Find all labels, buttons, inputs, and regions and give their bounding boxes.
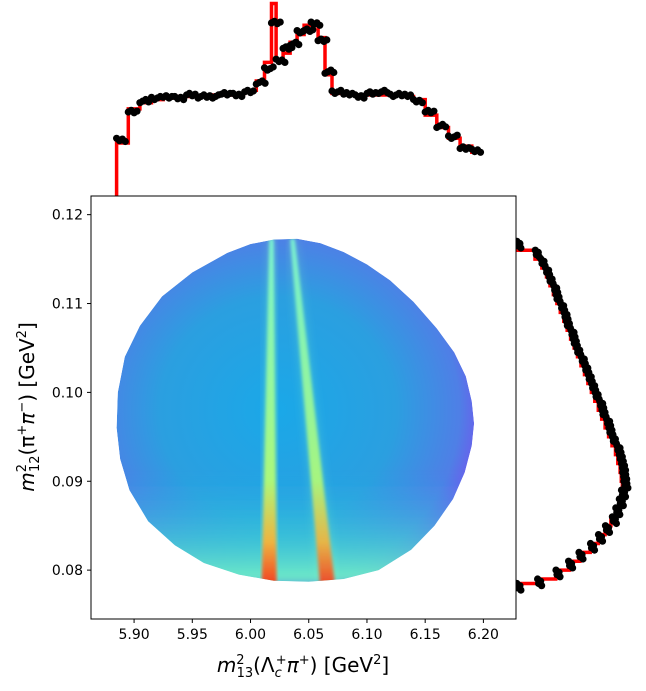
y-tick-label: 0.12	[52, 208, 83, 224]
x-axis-ticks: 5.90 5.95 6.00 6.05 6.10 6.15 6.20	[118, 619, 499, 643]
x-projection-point	[249, 87, 257, 95]
x-projection-point	[476, 148, 485, 156]
resonance-band	[290, 238, 335, 582]
x-projection-point	[323, 36, 331, 44]
y-projection-point	[538, 582, 546, 590]
y-projection-point	[612, 519, 621, 528]
y-projection-point	[616, 510, 624, 519]
resonance-band	[261, 238, 277, 582]
x-projection-point	[133, 107, 141, 115]
y-projection-point	[517, 586, 525, 594]
y-projection-point	[605, 528, 614, 537]
dalitz-heatmap	[116, 238, 475, 582]
y-tick-label: 0.11	[52, 297, 83, 313]
y-tick-label: 0.08	[52, 563, 83, 579]
x-tick-label: 6.20	[468, 627, 499, 643]
y-projection-point	[556, 573, 564, 581]
x-tick-label: 6.00	[235, 627, 266, 643]
plot-area-frame	[90, 195, 517, 620]
x-projection-point	[316, 21, 324, 29]
x-tick-label: 6.15	[410, 627, 441, 643]
x-projection-point	[330, 68, 338, 77]
x-axis-label: m2 13(Λc+π+) [GeV2]	[217, 653, 389, 681]
x-projection-point	[442, 123, 450, 131]
y-projection-point	[619, 502, 627, 510]
x-tick-label: 6.10	[351, 627, 382, 643]
x-projection-point	[418, 99, 426, 107]
y-projection-point	[590, 546, 599, 554]
x-projection-point	[276, 18, 284, 26]
y-projection	[512, 237, 632, 594]
x-projection-point	[281, 58, 289, 66]
x-projection-point	[269, 63, 277, 71]
y-projection-point	[569, 564, 577, 572]
y-projection-point	[579, 555, 587, 563]
y-axis-label: m212(π+π−) [GeV2]	[15, 322, 43, 492]
y-axis-ticks: 0.08 0.09 0.10 0.11 0.12	[52, 208, 91, 579]
x-tick-label: 6.05	[293, 627, 324, 643]
x-projection-point	[261, 79, 269, 87]
y-tick-label: 0.09	[52, 474, 83, 490]
x-tick-label: 5.95	[177, 627, 208, 643]
x-projection-point	[295, 41, 303, 49]
x-projection-point	[453, 131, 461, 139]
x-tick-label: 5.90	[118, 627, 149, 643]
x-projection-point	[121, 137, 129, 146]
y-projection-point	[517, 244, 525, 252]
x-projection-point	[430, 107, 438, 115]
y-projection-point	[598, 537, 607, 545]
x-projection	[113, 1, 485, 205]
y-tick-label: 0.10	[52, 385, 83, 401]
